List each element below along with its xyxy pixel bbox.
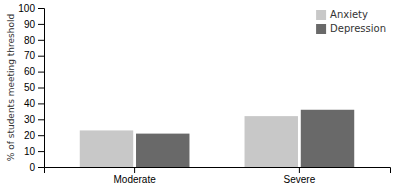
y-tick-mark [38,40,44,41]
y-tick: 10 [24,146,44,157]
x-tick-mark [134,167,135,173]
y-tick-mark [38,56,44,57]
y-tick-mark [38,72,44,73]
y-tick: 40 [24,98,44,109]
y-tick-mark [38,88,44,89]
legend-label: Depression [330,23,386,34]
chart: 0 10 20 30 40 50 60 70 80 90 100 Moderate Severe Anxi… [0,0,400,187]
y-tick-mark [38,24,44,25]
x-tick-label: Severe [284,174,316,185]
x-tick-mark [299,167,300,173]
legend-item: Depression [316,23,386,34]
y-tick: 90 [24,19,44,30]
y-tick-label: 100 [18,3,35,14]
legend: Anxiety Depression [316,9,386,34]
y-tick-mark [38,119,44,120]
y-tick-mark [38,167,44,168]
y-tick: 60 [24,66,44,77]
y-tick: 30 [24,114,44,125]
y-axis: 0 10 20 30 40 50 60 70 80 90 100 [18,3,44,173]
y-tick-mark [38,135,44,136]
x-axis: Moderate Severe [45,167,391,185]
bar-series [136,110,354,167]
y-tick-label: 30 [24,114,36,125]
y-tick-label: 0 [29,162,35,173]
y-tick: 70 [24,50,44,61]
legend-swatch [316,24,326,34]
x-tick: Moderate [113,167,156,185]
legend-item: Anxiety [316,9,368,20]
plot: 0 10 20 30 40 50 60 70 80 90 100 Moderate Severe Anxi… [18,3,390,185]
y-axis-title: % of students meeting threshold [6,14,16,161]
bar [301,110,354,167]
y-tick-mark [38,8,44,9]
y-tick: 50 [24,82,44,93]
y-tick-label: 50 [24,82,36,93]
y-tick-label: 80 [24,35,36,46]
y-tick-label: 40 [24,98,36,109]
y-axis-line [38,9,45,168]
bars [80,110,354,167]
y-tick-label: 70 [24,50,36,61]
y-tick: 100 [18,3,44,14]
y-tick-label: 20 [24,130,36,141]
legend-swatch [316,10,326,20]
y-tick: 80 [24,35,44,46]
bar-series [80,116,298,167]
y-tick-mark [38,151,44,152]
bar [245,116,298,167]
x-tick: Severe [284,167,316,185]
y-tick-label: 60 [24,66,36,77]
y-tick: 20 [24,130,44,141]
y-tick: 0 [29,162,44,173]
y-tick-mark [38,103,44,104]
bar [80,130,133,167]
bar [136,134,189,167]
x-axis-line [45,168,391,174]
x-tick-label: Moderate [113,174,156,185]
y-tick-label: 10 [24,146,36,157]
y-tick-label: 90 [24,19,36,30]
legend-label: Anxiety [330,9,368,20]
